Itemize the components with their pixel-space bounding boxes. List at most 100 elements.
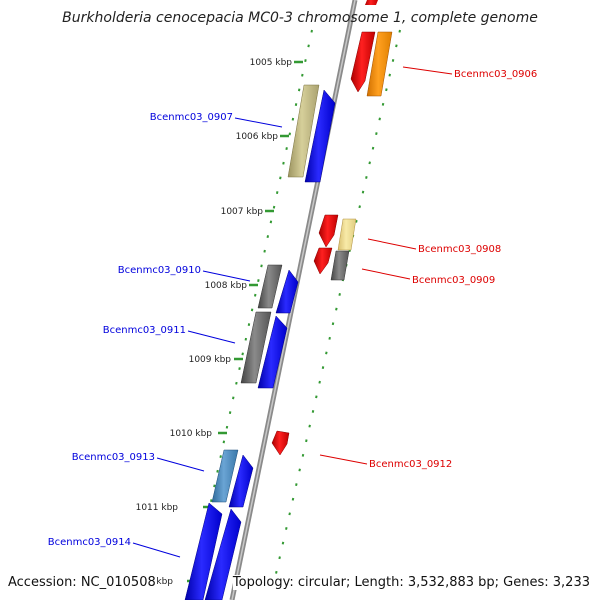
guide-dot xyxy=(308,424,311,428)
gene-box-0913-steel[interactable] xyxy=(211,449,239,503)
guide-dot xyxy=(307,44,310,48)
guide-dot xyxy=(285,527,288,530)
guide-dot xyxy=(305,439,308,443)
gene-box-0911-grey[interactable] xyxy=(240,311,272,384)
guide-dot xyxy=(279,176,282,180)
guide-dot xyxy=(263,249,266,253)
guide-dot xyxy=(395,44,398,48)
guide-dot xyxy=(321,366,325,370)
gene-arrow-0911-blue[interactable] xyxy=(257,315,288,389)
guide-dot xyxy=(294,103,298,106)
tick-label: 1010 kbp xyxy=(170,429,213,439)
gene-arrow-0907-blue[interactable] xyxy=(304,89,336,183)
callout-lines xyxy=(132,66,453,558)
gene-labels: Bcenmc03_0906 Bcenmc03_0908 Bcenmc03_090… xyxy=(48,69,538,548)
guide-dot xyxy=(213,484,216,488)
guide-dot xyxy=(266,235,270,239)
tick-1006: 1006 kbp xyxy=(236,132,289,142)
guide-dot xyxy=(365,176,368,179)
tick-1005: 1005 kbp xyxy=(250,58,303,68)
guide-dot xyxy=(275,570,278,574)
guide-dot xyxy=(361,190,365,194)
gene-label-0908[interactable]: Bcenmc03_0908 xyxy=(418,244,501,255)
guide-dot xyxy=(301,73,304,77)
guide-dot xyxy=(398,29,401,33)
guide-dot xyxy=(219,455,222,459)
guide-dot xyxy=(378,117,381,121)
topology-text: Topology: circular; Length: 3,532,883 bp… xyxy=(232,575,590,590)
guide-dot xyxy=(282,161,285,165)
gene-label-0910[interactable]: Bcenmc03_0910 xyxy=(118,265,201,276)
guide-dot xyxy=(244,337,248,341)
guide-dot xyxy=(381,102,385,106)
guide-dot xyxy=(291,497,295,501)
guide-dot xyxy=(310,29,313,33)
guide-dot xyxy=(385,88,388,92)
guide-dot xyxy=(232,396,235,400)
guide-dot xyxy=(253,293,257,297)
guide-dot xyxy=(295,483,298,487)
guide-dot xyxy=(391,59,395,62)
guide-dot xyxy=(278,556,281,560)
guide-dot xyxy=(358,205,361,209)
gene-label-0912[interactable]: Bcenmc03_0912 xyxy=(369,459,452,470)
guide-dot xyxy=(375,132,378,136)
gene-box-0910-grey[interactable] xyxy=(257,264,283,309)
tick-1008: 1008 kbp xyxy=(205,281,258,291)
guide-dot xyxy=(225,425,229,429)
gene-label-0907[interactable]: Bcenmc03_0907 xyxy=(150,112,233,123)
gene-arrow-0913-blue[interactable] xyxy=(228,454,254,508)
gene-box-0907-olive[interactable] xyxy=(287,84,320,178)
guide-dot xyxy=(285,147,288,150)
tick-label: 1011 kbp xyxy=(136,503,179,513)
guide-dot xyxy=(269,220,273,224)
guide-dot xyxy=(235,381,238,385)
guide-dot xyxy=(318,380,321,384)
gene-arrow-0908-red[interactable] xyxy=(318,214,339,248)
gene-box-0908-yellow[interactable] xyxy=(337,218,357,251)
guide-dot xyxy=(328,336,331,340)
gene-arrow-0912-red[interactable] xyxy=(271,430,290,456)
gene-label-0909[interactable]: Bcenmc03_0909 xyxy=(412,275,495,286)
gene-arrow-0914b-blue[interactable] xyxy=(204,508,242,600)
guide-dot xyxy=(260,264,263,268)
guide-dot xyxy=(355,219,358,223)
gene-label-0914[interactable]: Bcenmc03_0914 xyxy=(48,537,131,548)
guide-dot xyxy=(325,351,328,355)
right-dotted-guide xyxy=(271,29,401,589)
gene-label-0911[interactable]: Bcenmc03_0911 xyxy=(103,325,186,336)
guide-dot xyxy=(288,512,291,516)
gene-arrow-top-red[interactable] xyxy=(365,0,378,5)
tick-label: 1007 kbp xyxy=(221,207,264,217)
guide-dot xyxy=(288,132,292,136)
gene-box-0909-grey[interactable] xyxy=(330,250,350,281)
guide-dot xyxy=(297,88,301,92)
gene-arrow-0910-blue[interactable] xyxy=(275,269,299,314)
gene-label-0906[interactable]: Bcenmc03_0906 xyxy=(454,69,537,80)
gene-arrow-0906-red[interactable] xyxy=(350,31,376,93)
reverse-strand-features xyxy=(271,0,393,456)
guide-dot xyxy=(222,440,226,444)
guide-dot xyxy=(368,161,371,165)
tick-label: 1009 kbp xyxy=(189,355,232,365)
guide-dot xyxy=(335,307,338,311)
tick-label: 1005 kbp xyxy=(250,58,293,68)
guide-dot xyxy=(247,323,251,327)
guide-dot xyxy=(272,205,276,209)
guide-dot xyxy=(311,410,315,413)
guide-dot xyxy=(371,146,375,150)
gene-box-0906-orange[interactable] xyxy=(366,31,393,97)
tick-1007: 1007 kbp xyxy=(221,207,274,217)
gene-arrow-0914a-blue[interactable] xyxy=(184,502,223,600)
guide-dot xyxy=(315,395,318,399)
forward-strand-features xyxy=(184,84,336,600)
gene-label-0913[interactable]: Bcenmc03_0913 xyxy=(72,452,155,463)
tick-1010: 1010 kbp xyxy=(170,429,227,439)
guide-dot xyxy=(281,541,285,545)
guide-dot xyxy=(238,367,241,371)
gene-arrow-0909-red[interactable] xyxy=(313,247,333,275)
guide-dot xyxy=(210,499,213,503)
guide-dot xyxy=(241,352,244,356)
guide-dot xyxy=(301,453,305,457)
